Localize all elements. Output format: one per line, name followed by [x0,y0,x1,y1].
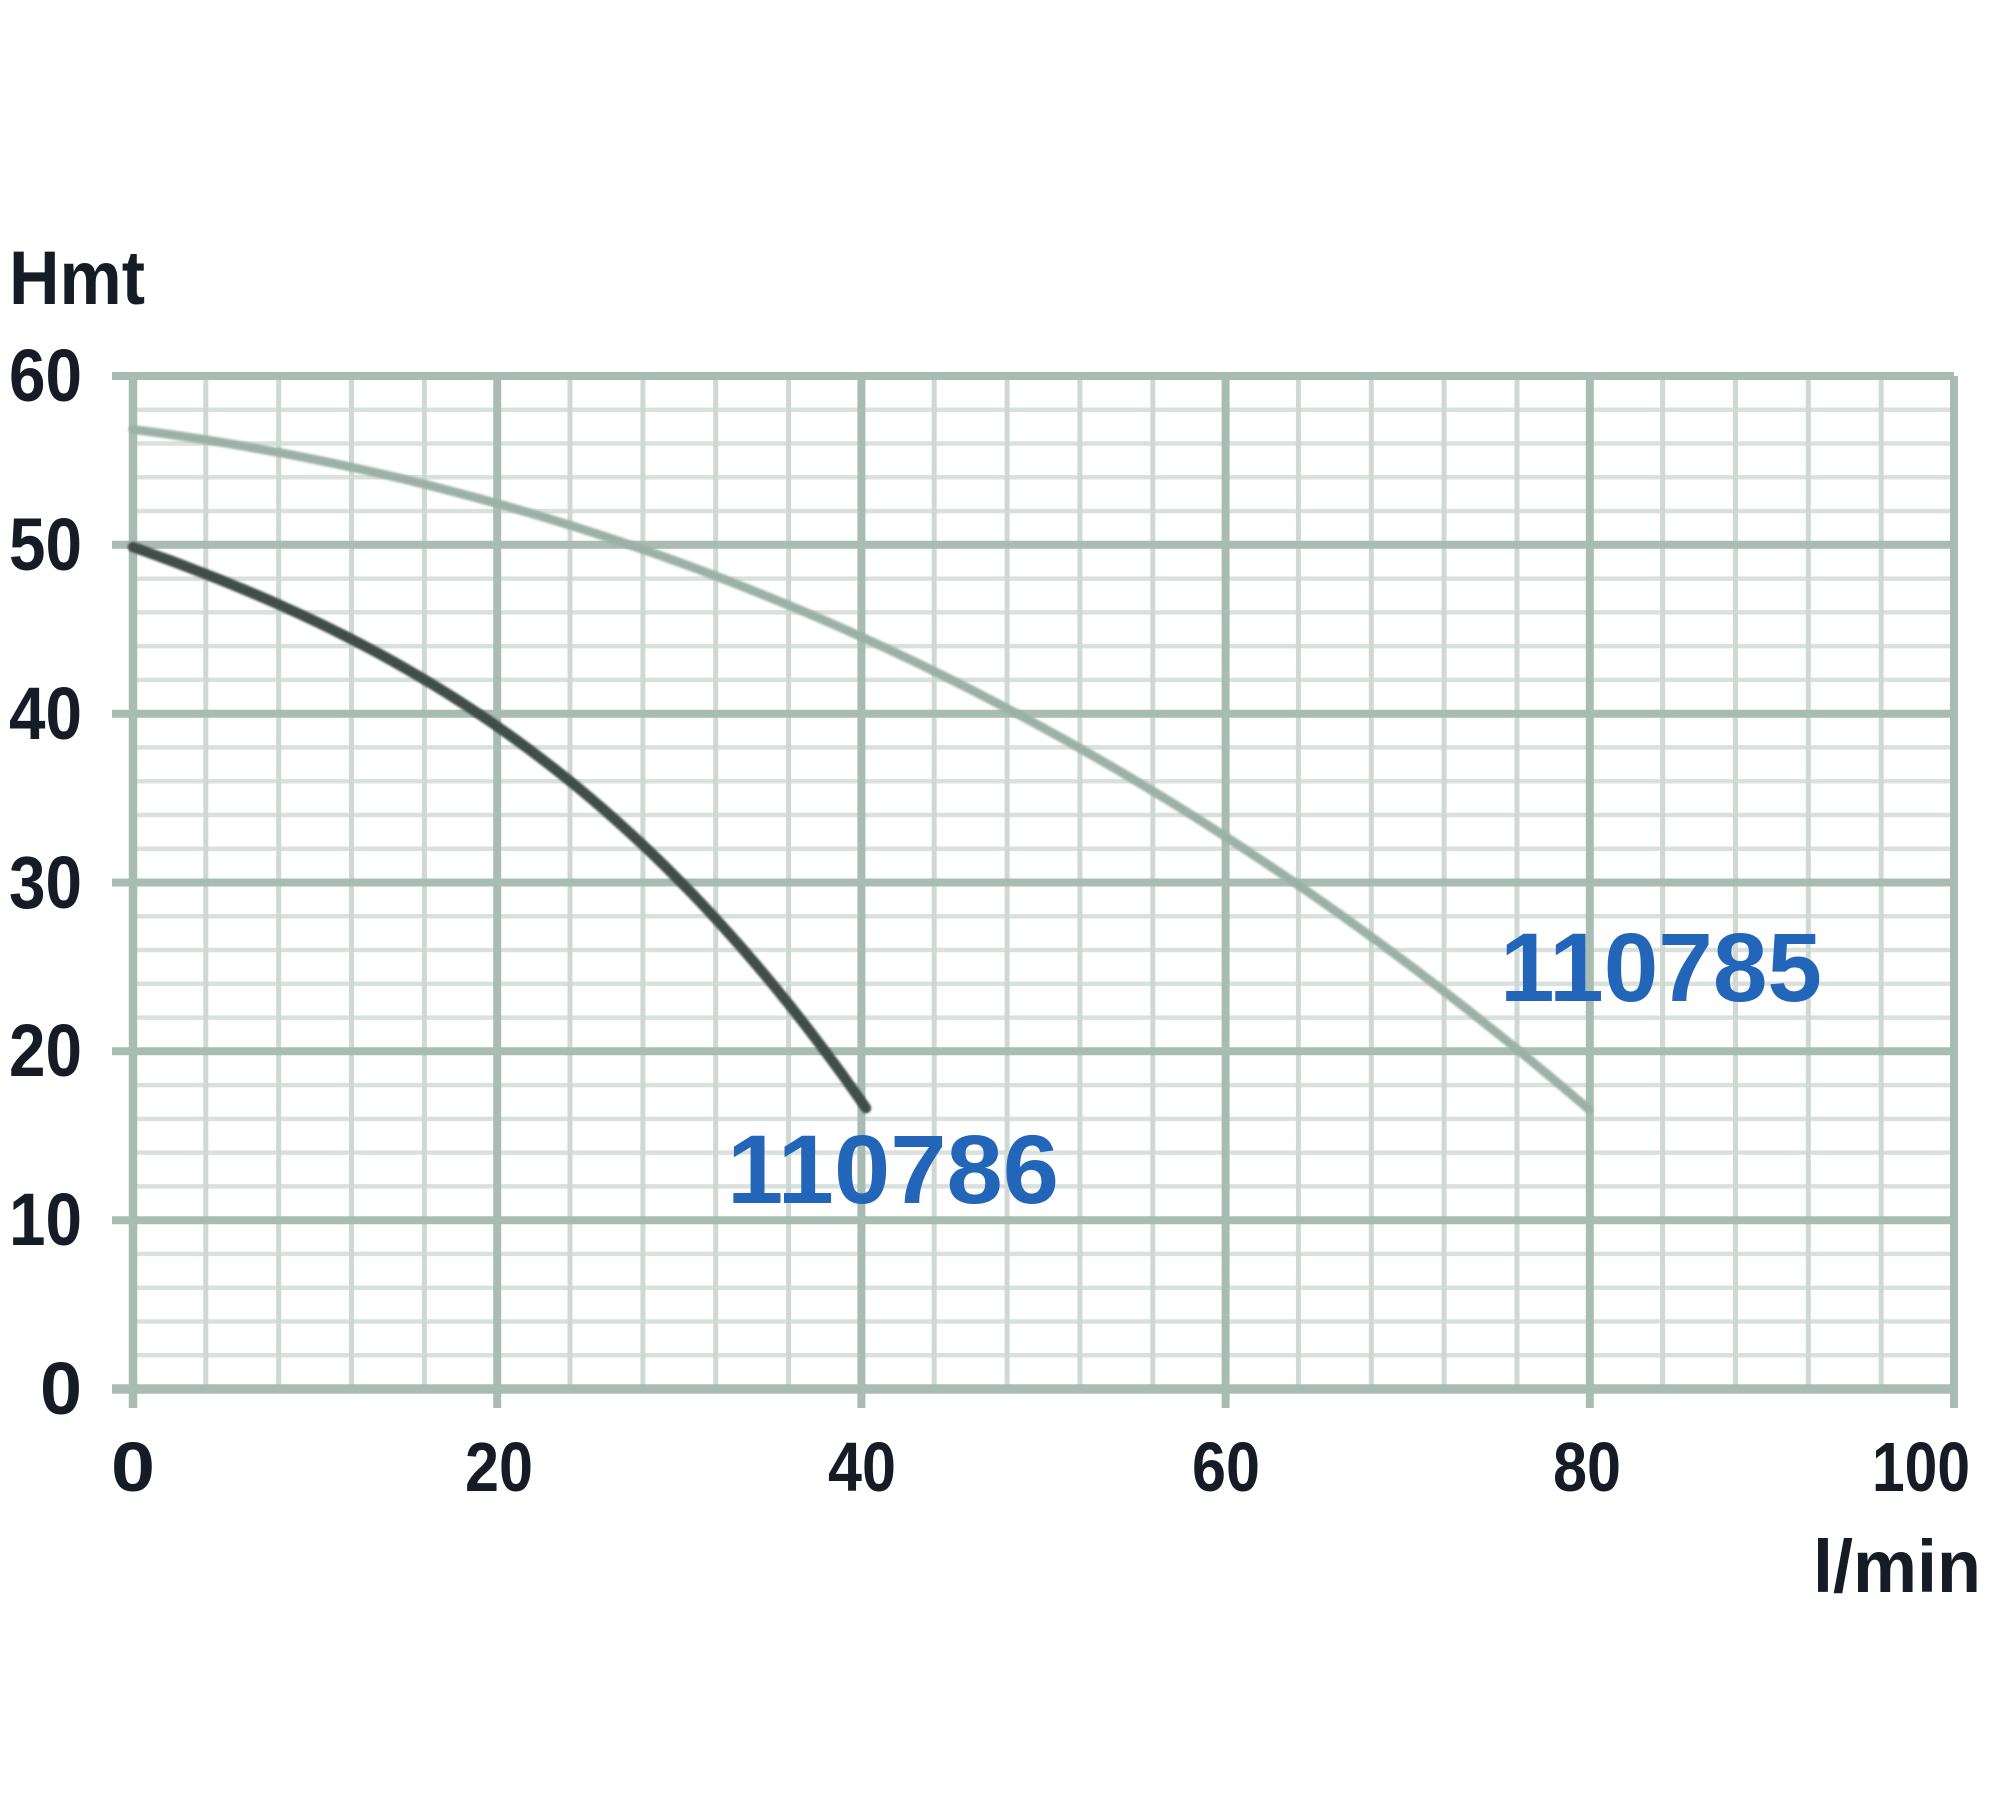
svg-text:10: 10 [9,1178,82,1261]
svg-text:60: 60 [1192,1428,1260,1506]
svg-text:80: 80 [1553,1428,1621,1506]
svg-text:30: 30 [9,841,82,924]
svg-text:40: 40 [9,672,82,755]
svg-text:110786: 110786 [727,1115,1059,1224]
svg-text:0: 0 [40,1347,82,1430]
svg-text:100: 100 [1872,1428,1970,1506]
svg-text:Hmt: Hmt [9,236,145,321]
svg-text:20: 20 [465,1428,533,1506]
svg-text:40: 40 [828,1428,896,1506]
svg-text:60: 60 [9,334,82,417]
svg-text:0: 0 [111,1428,155,1506]
svg-text:l/min: l/min [1813,1525,1981,1608]
svg-text:110785: 110785 [1500,913,1822,1022]
svg-text:20: 20 [9,1009,82,1092]
svg-text:50: 50 [9,503,82,586]
